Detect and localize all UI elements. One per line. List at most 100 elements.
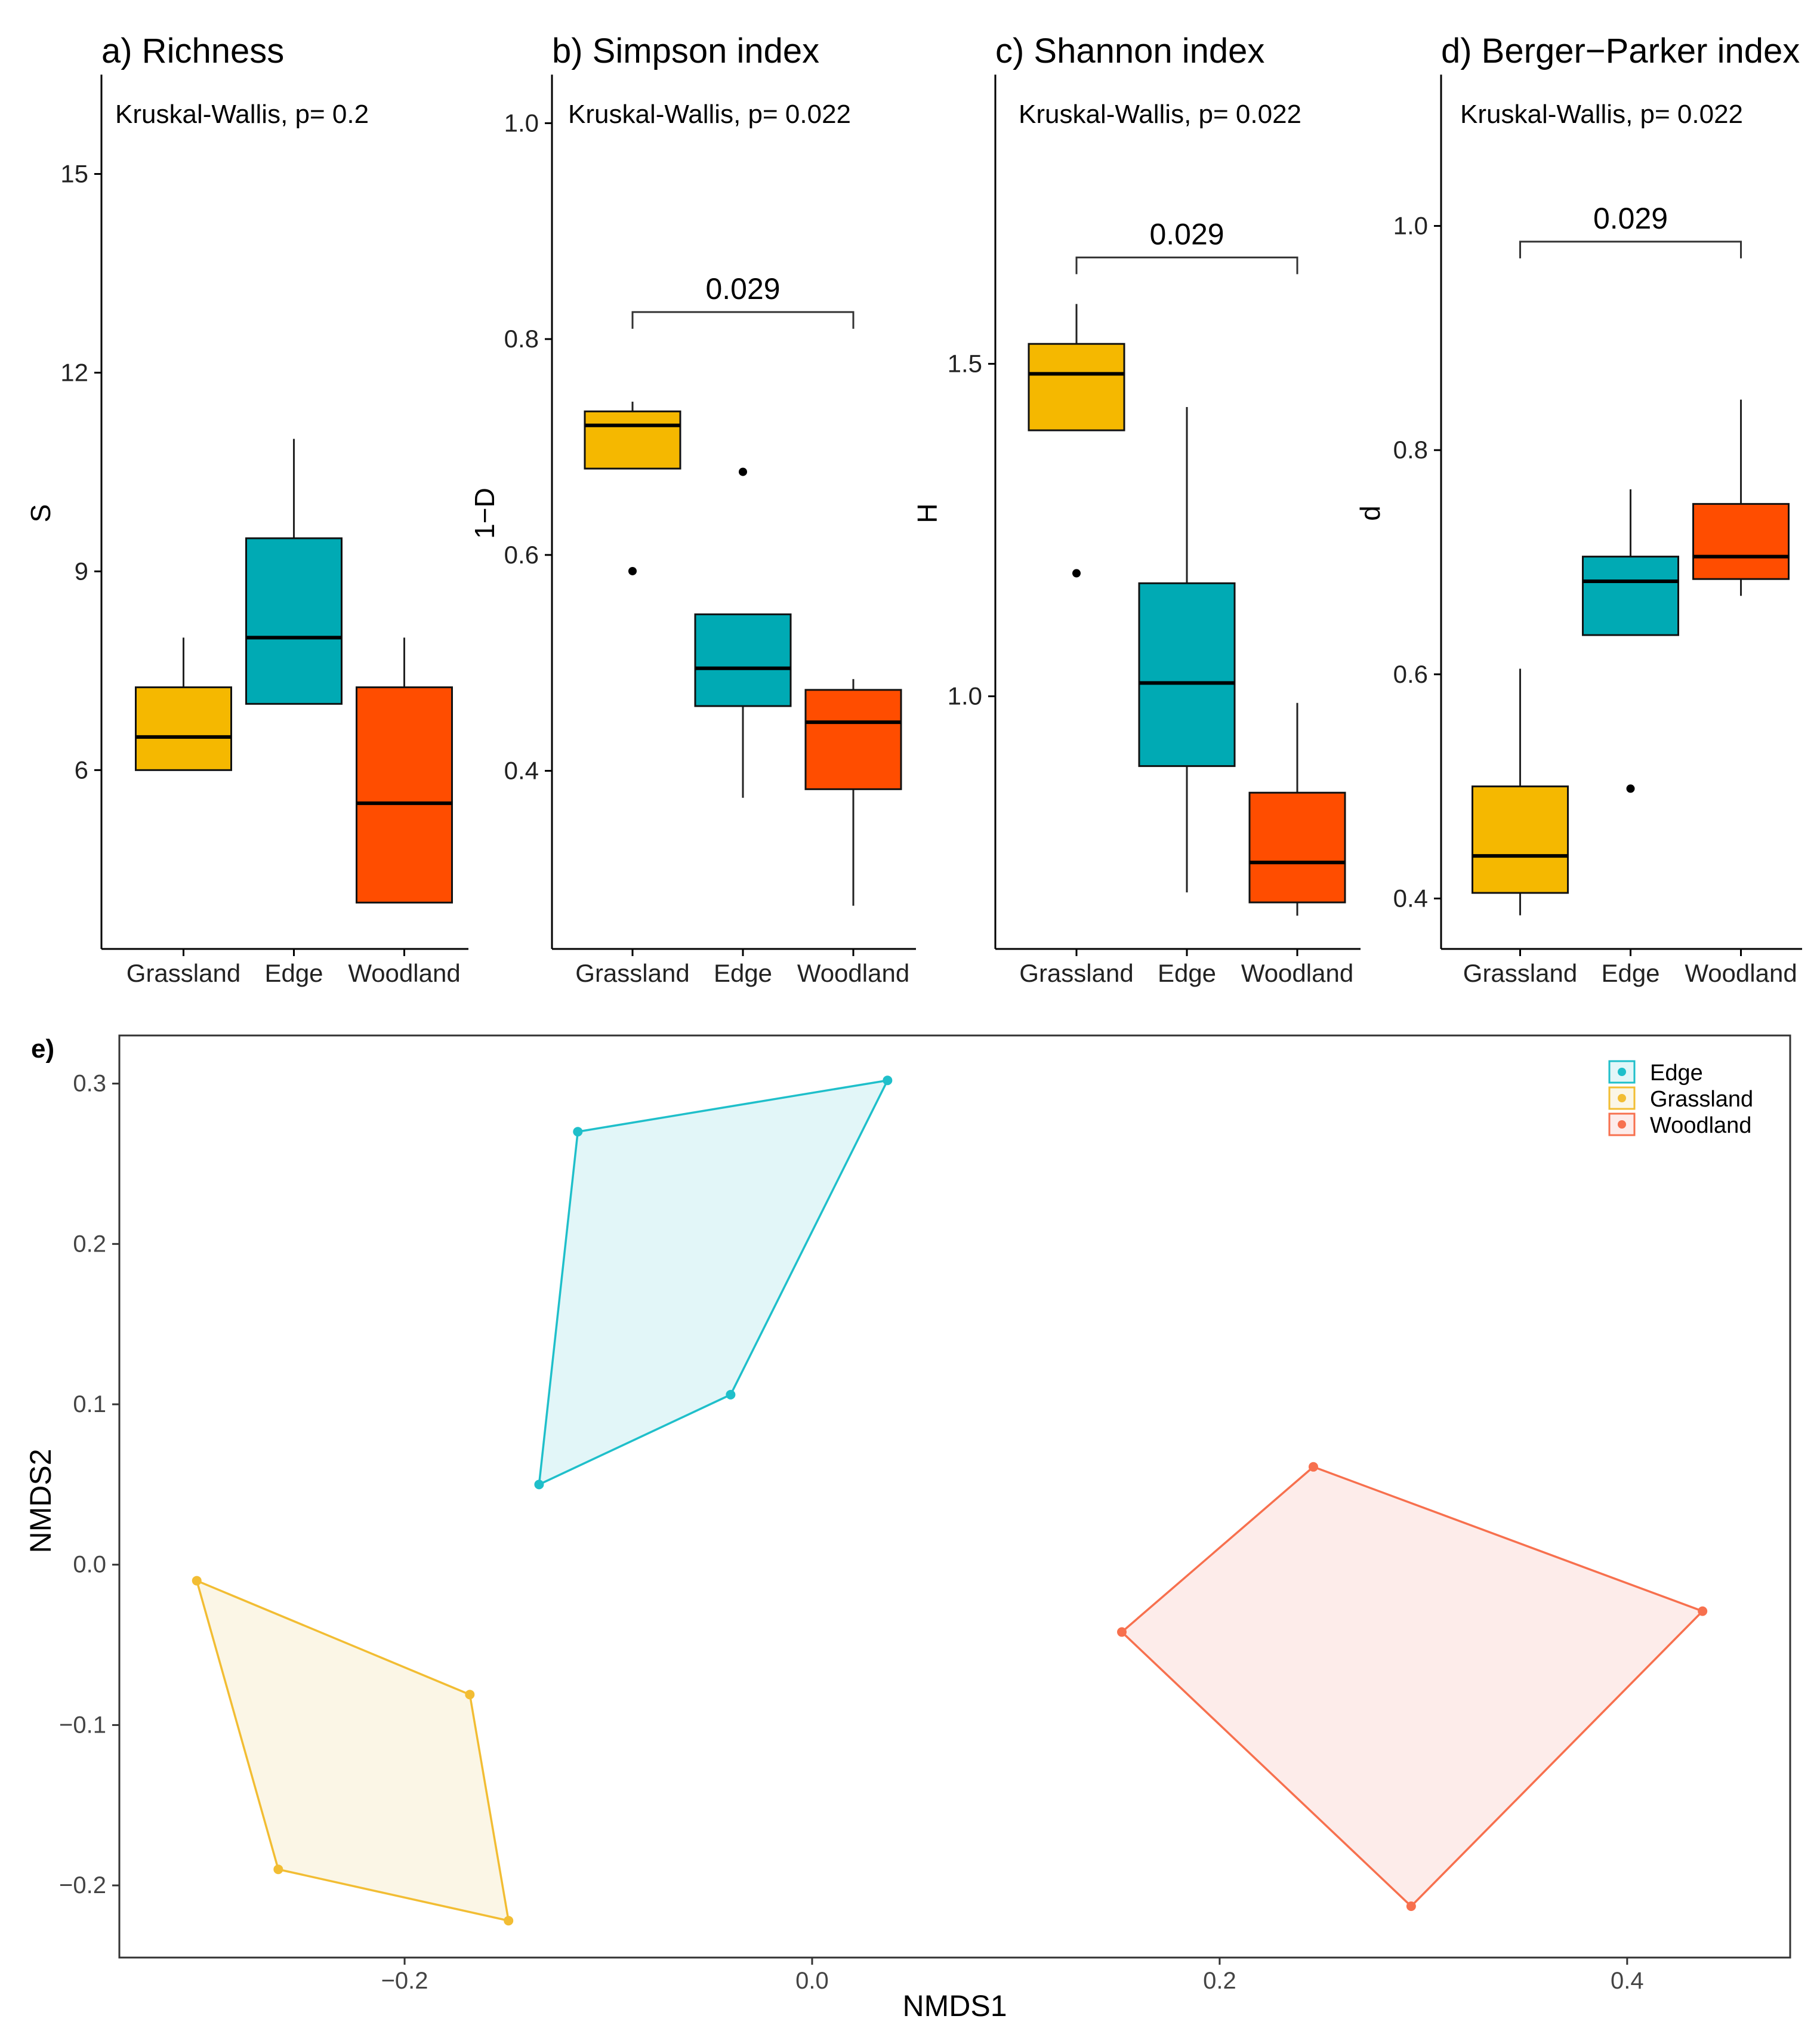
x-tick-label: Grassland xyxy=(575,959,689,987)
panel-b-plot: 0.4 0.6 0.8 1.0 Grassland Edge Woodland 0.029 xyxy=(504,75,916,987)
box-woodland xyxy=(1248,791,1346,904)
box-edge xyxy=(694,613,792,707)
nmds-y-tick-label: −0.2 xyxy=(59,1872,106,1898)
x-tick-label: Grassland xyxy=(1463,959,1577,987)
outlier-point xyxy=(1626,784,1635,793)
legend-item-grassland: Grassland xyxy=(1608,1086,1753,1112)
y-tick-label: 1.5 xyxy=(948,350,982,378)
panel-c-kruskal-wallis: Kruskal-Wallis, p= 0.022 xyxy=(1019,100,1301,129)
y-tick-label: 0.4 xyxy=(504,757,539,785)
point-grassland xyxy=(192,1576,202,1586)
nmds-x-tick-label: −0.2 xyxy=(381,1968,428,1994)
nmds-y-tick-label: 0.2 xyxy=(73,1231,106,1257)
x-tick-label: Woodland xyxy=(1241,959,1353,987)
significance-bracket xyxy=(1075,256,1298,275)
panel-b-kruskal-wallis: Kruskal-Wallis, p= 0.022 xyxy=(568,100,851,129)
point-grassland xyxy=(273,1864,283,1875)
point-edge xyxy=(726,1389,736,1400)
hull-grassland xyxy=(195,1579,510,1922)
box-woodland xyxy=(1692,503,1790,580)
panel-richness: a) Richness Kruskal-Wallis, p= 0.2 S 6 9 1… xyxy=(25,32,468,987)
y-tick-label: 0.8 xyxy=(1393,436,1428,464)
legend-key-grassland xyxy=(1608,1086,1636,1110)
x-tick-label: Grassland xyxy=(1019,959,1133,987)
significance-label: 0.029 xyxy=(1593,202,1668,235)
x-tick-label: Edge xyxy=(714,959,772,987)
legend-label-edge: Edge xyxy=(1650,1061,1703,1086)
point-edge xyxy=(883,1075,893,1086)
box-edge xyxy=(245,537,343,705)
box-edge xyxy=(1138,582,1236,768)
point-woodland xyxy=(1698,1606,1708,1616)
panel-a-kruskal-wallis: Kruskal-Wallis, p= 0.2 xyxy=(115,100,369,129)
x-tick-label: Grassland xyxy=(127,959,240,987)
panel-d-y-axis-label: d xyxy=(1355,506,1386,521)
x-tick-label: Woodland xyxy=(1685,959,1797,987)
point-grassland xyxy=(465,1690,475,1700)
point-woodland xyxy=(1406,1901,1416,1912)
nmds-y-tick-label: 0.0 xyxy=(73,1552,106,1578)
significance-bracket xyxy=(1519,241,1742,258)
panel-shannon: c) Shannon index Kruskal-Wallis, p= 0.02… xyxy=(912,32,1361,987)
hull-woodland xyxy=(1120,1465,1705,1908)
legend-label-grassland: Grassland xyxy=(1650,1087,1753,1112)
panel-a-y-axis-label: S xyxy=(25,504,56,523)
box-edge xyxy=(1582,556,1679,636)
y-tick-label: 12 xyxy=(60,358,88,386)
nmds-x-tick-label: 0.0 xyxy=(795,1968,829,1994)
panel-nmds: e) NMDS1 NMDS2 −0.2 0.0 0.2 0.4 −0.2 −0.1 0.0 0… xyxy=(24,1034,1791,2023)
point-woodland xyxy=(1308,1462,1318,1472)
x-tick-label: Woodland xyxy=(797,959,909,987)
panel-a-title: a) Richness xyxy=(101,32,284,70)
outlier-point xyxy=(628,566,637,575)
y-tick-label: 9 xyxy=(75,557,88,585)
nmds-y-tick-label: 0.3 xyxy=(73,1071,106,1097)
panel-c-plot: 1.0 1.5 Grassland Edge Woodland 0.029 xyxy=(948,75,1361,987)
panel-a-plot: 6 9 12 15 Grassland Edge Woodland xyxy=(60,75,468,987)
nmds-x-axis-label: NMDS1 xyxy=(902,1989,1007,2023)
box-woodland xyxy=(804,689,902,790)
legend-item-edge: Edge xyxy=(1608,1060,1703,1086)
panel-simpson: b) Simpson index Kruskal-Wallis, p= 0.02… xyxy=(469,32,916,987)
box-grassland xyxy=(135,686,232,771)
y-tick-label: 0.4 xyxy=(1393,884,1428,912)
nmds-plot-frame xyxy=(118,1034,1791,1959)
y-tick-label: 0.6 xyxy=(504,541,539,569)
nmds-plot: −0.2 0.0 0.2 0.4 −0.2 −0.1 0.0 0.1 0.2 0.3 xyxy=(59,1071,1708,1994)
panel-b-y-axis-label: 1−D xyxy=(469,488,500,539)
y-tick-label: 0.8 xyxy=(504,325,539,353)
y-tick-label: 0.6 xyxy=(1393,660,1428,688)
significance-bracket xyxy=(631,311,855,329)
x-tick-label: Edge xyxy=(264,959,323,987)
y-tick-label: 15 xyxy=(60,159,88,187)
legend-point-woodland xyxy=(1618,1120,1626,1129)
panel-c-title: c) Shannon index xyxy=(995,32,1264,70)
outlier-point xyxy=(739,467,747,476)
point-woodland xyxy=(1117,1627,1127,1637)
box-grassland xyxy=(1472,785,1569,894)
hull-edge xyxy=(538,1078,890,1487)
legend-item-woodland: Woodland xyxy=(1608,1112,1751,1138)
significance-label: 0.029 xyxy=(1149,217,1224,251)
y-tick-label: 6 xyxy=(75,756,88,784)
nmds-y-axis-label: NMDS2 xyxy=(24,1448,57,1553)
nmds-legend: Edge Grassland Woodland xyxy=(1608,1060,1753,1138)
panel-d-plot: 0.4 0.6 0.8 1.0 Grassland Edge Woodland 0.029 xyxy=(1393,75,1802,987)
panel-d-kruskal-wallis: Kruskal-Wallis, p= 0.022 xyxy=(1460,100,1743,129)
panel-berger-parker: d) Berger−Parker index Kruskal-Wallis, p… xyxy=(1355,32,1802,987)
y-tick-label: 1.0 xyxy=(504,109,539,137)
outlier-point xyxy=(1072,569,1081,578)
x-tick-label: Edge xyxy=(1601,959,1659,987)
nmds-x-tick-label: 0.4 xyxy=(1611,1968,1644,1994)
box-grassland xyxy=(584,410,681,470)
box-grassland xyxy=(1028,343,1125,431)
panel-b-title: b) Simpson index xyxy=(552,32,819,70)
legend-key-edge xyxy=(1608,1060,1636,1084)
point-grassland xyxy=(504,1916,514,1926)
legend-label-woodland: Woodland xyxy=(1650,1113,1751,1138)
nmds-y-tick-label: −0.1 xyxy=(59,1712,106,1738)
x-tick-label: Woodland xyxy=(348,959,460,987)
point-edge xyxy=(573,1127,583,1137)
legend-point-grassland xyxy=(1618,1094,1626,1102)
